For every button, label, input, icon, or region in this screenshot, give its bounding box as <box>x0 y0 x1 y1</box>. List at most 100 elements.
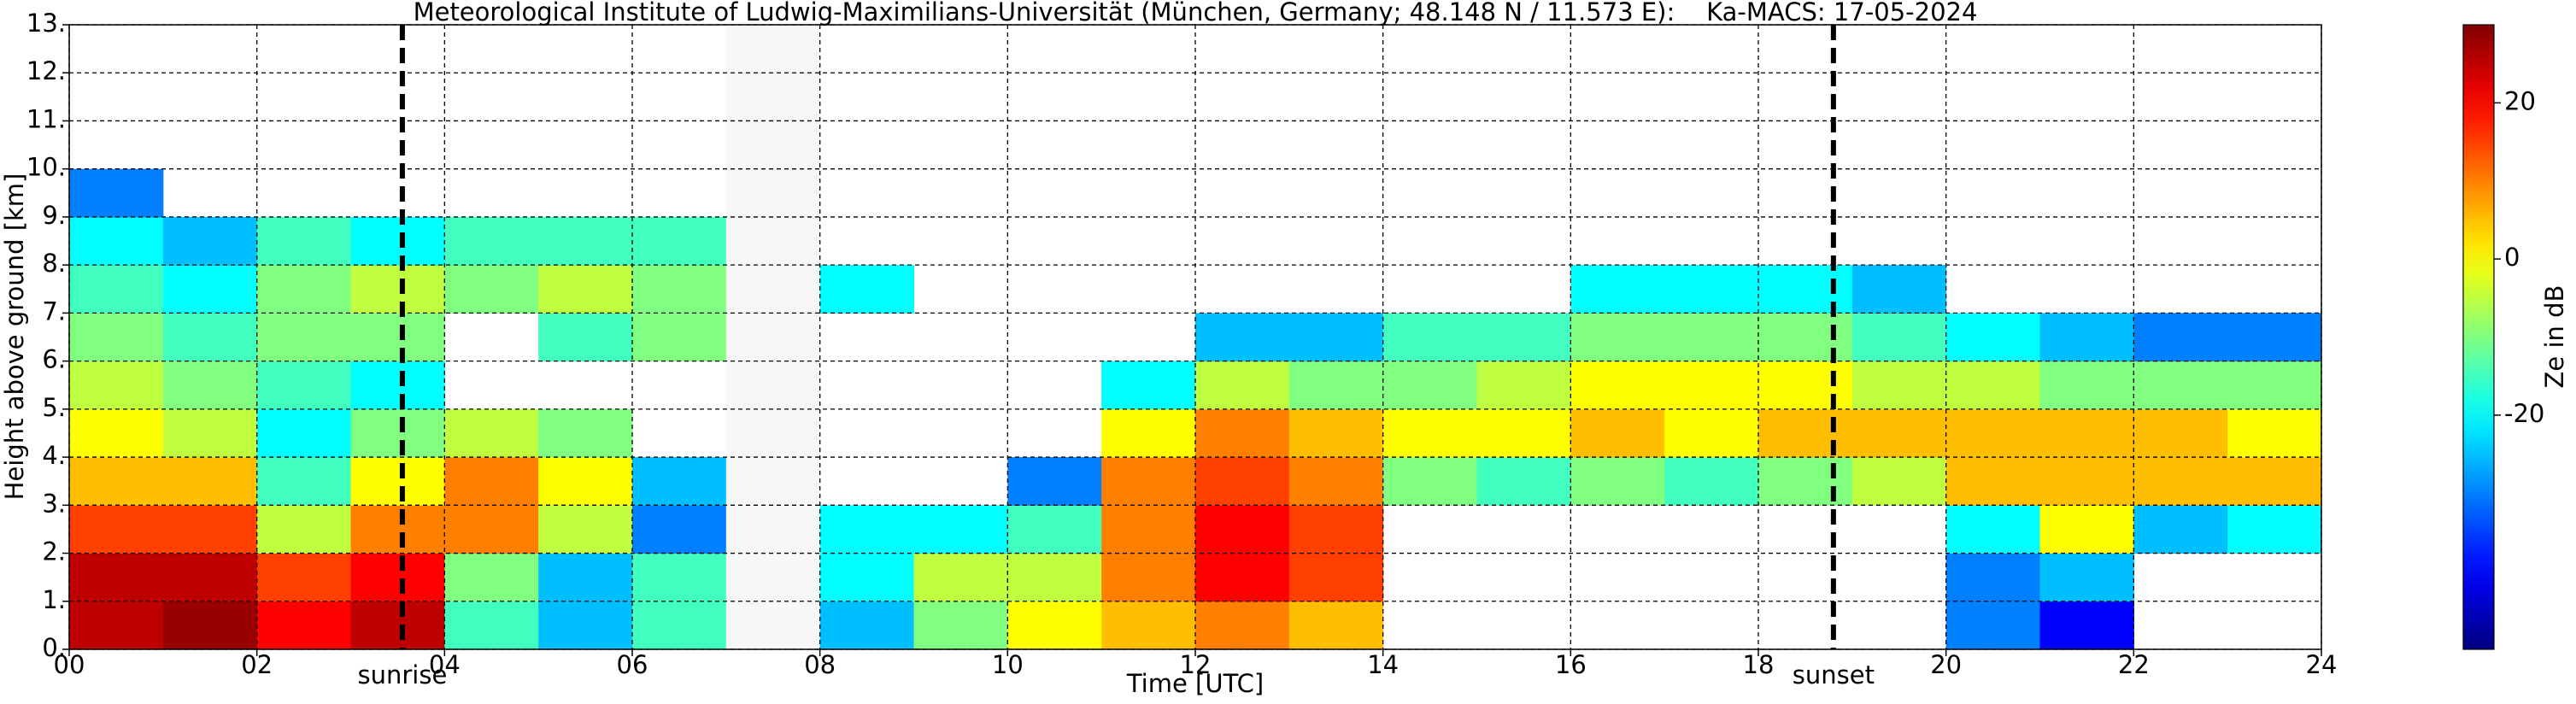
reflectivity-cell <box>350 505 445 554</box>
reflectivity-cell <box>1195 313 1290 362</box>
reflectivity-cell <box>350 361 445 410</box>
reflectivity-cell <box>69 265 164 314</box>
y-tick-label: 11. <box>26 104 66 133</box>
reflectivity-cell <box>913 505 1008 554</box>
reflectivity-cell <box>69 313 164 362</box>
reflectivity-cell <box>1007 601 1102 650</box>
reflectivity-cell <box>632 216 727 266</box>
reflectivity-cell <box>1570 265 1665 314</box>
colorbar <box>2462 24 2495 650</box>
x-axis-label: Time [UTC] <box>1126 669 1264 698</box>
reflectivity-cell <box>69 408 164 458</box>
reflectivity-cell <box>1382 457 1477 506</box>
reflectivity-cell <box>538 553 633 602</box>
reflectivity-cell <box>538 601 633 650</box>
reflectivity-cell <box>1851 313 1947 362</box>
reflectivity-cell <box>1758 408 1853 458</box>
reflectivity-cell <box>350 313 445 362</box>
reflectivity-cell <box>1288 313 1384 362</box>
reflectivity-cell <box>256 457 351 506</box>
reflectivity-cell <box>1476 457 1571 506</box>
reflectivity-cell <box>1664 313 1759 362</box>
reflectivity-cell <box>444 505 539 554</box>
y-tick-label: 1. <box>42 585 66 614</box>
reflectivity-cell <box>2227 408 2322 458</box>
reflectivity-cell <box>162 216 258 266</box>
reflectivity-cell <box>69 553 164 602</box>
reflectivity-cell <box>2039 457 2134 506</box>
reflectivity-cell <box>69 457 164 506</box>
annotation-label: sunset <box>1793 660 1875 689</box>
reflectivity-cell <box>350 408 445 458</box>
reflectivity-cell <box>1195 505 1290 554</box>
reflectivity-cell <box>162 361 258 410</box>
reflectivity-cell <box>162 265 258 314</box>
reflectivity-cell <box>1288 408 1384 458</box>
reflectivity-cell <box>1945 457 2040 506</box>
y-tick-label: 4. <box>42 441 66 470</box>
reflectivity-cell <box>2133 408 2228 458</box>
reflectivity-cell <box>1476 408 1571 458</box>
annotation-label: sunrise <box>358 660 448 689</box>
reflectivity-cell <box>1007 505 1102 554</box>
reflectivity-cell <box>632 601 727 650</box>
reflectivity-cell <box>1570 408 1665 458</box>
reflectivity-cell <box>1007 457 1102 506</box>
reflectivity-cell <box>1570 361 1665 410</box>
reflectivity-cell <box>1195 457 1290 506</box>
x-tick-label: 02 <box>241 650 273 679</box>
reflectivity-cell <box>1945 408 2040 458</box>
reflectivity-cell <box>444 457 539 506</box>
reflectivity-cell <box>1945 505 2040 554</box>
y-tick-label: 3. <box>42 489 66 518</box>
reflectivity-cell <box>1288 553 1384 602</box>
reflectivity-cell <box>632 553 727 602</box>
x-tick-label: 12 <box>1180 650 1212 679</box>
reflectivity-cell <box>1758 313 1853 362</box>
y-tick-label: 0. <box>42 633 66 662</box>
reflectivity-cell <box>1476 313 1571 362</box>
reflectivity-cell <box>1945 313 2040 362</box>
reflectivity-cell <box>444 408 539 458</box>
y-axis-label: Height above ground [km] <box>0 173 29 501</box>
x-tick-label: 24 <box>2306 650 2338 679</box>
reflectivity-cell <box>1664 361 1759 410</box>
reflectivity-cell <box>819 601 914 650</box>
x-tick-label: 22 <box>2118 650 2150 679</box>
reflectivity-cell <box>1945 601 2040 650</box>
chart-title: Meteorological Institute of Ludwig-Maxim… <box>414 0 1978 26</box>
reflectivity-cell <box>1101 408 1196 458</box>
reflectivity-cell <box>1851 361 1947 410</box>
reflectivity-cell <box>256 216 351 266</box>
reflectivity-cell <box>350 553 445 602</box>
y-tick-label: 6. <box>42 345 66 374</box>
x-tick-label: 20 <box>1930 650 1962 679</box>
reflectivity-cell <box>444 216 539 266</box>
y-tick-label: 13. <box>26 9 66 38</box>
reflectivity-cell <box>162 601 258 650</box>
reflectivity-cell <box>256 408 351 458</box>
x-tick-label: 16 <box>1555 650 1587 679</box>
reflectivity-cell <box>819 505 914 554</box>
reflectivity-cell <box>1664 265 1759 314</box>
reflectivity-cell <box>819 265 914 314</box>
reflectivity-cell <box>819 553 914 602</box>
reflectivity-cell <box>2039 313 2134 362</box>
reflectivity-cell <box>1288 505 1384 554</box>
reflectivity-cell <box>1101 457 1196 506</box>
reflectivity-cell <box>1476 361 1571 410</box>
reflectivity-cell <box>350 601 445 650</box>
reflectivity-cell <box>2133 361 2228 410</box>
reflectivity-cell <box>69 601 164 650</box>
reflectivity-cell <box>1195 553 1290 602</box>
reflectivity-cell <box>632 265 727 314</box>
reflectivity-cell <box>1945 361 2040 410</box>
x-tick-label: 04 <box>429 650 461 679</box>
reflectivity-cell <box>2227 457 2322 506</box>
plot-frame <box>68 24 2322 650</box>
x-tick-label: 14 <box>1367 650 1399 679</box>
reflectivity-cell <box>1664 408 1759 458</box>
y-tick-label: 10. <box>26 153 66 182</box>
reflectivity-cell <box>162 313 258 362</box>
